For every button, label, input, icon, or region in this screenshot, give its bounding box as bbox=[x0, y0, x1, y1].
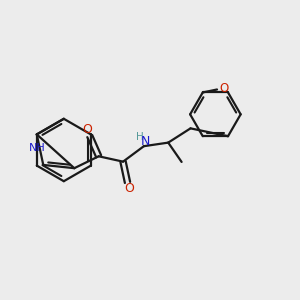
Text: H: H bbox=[136, 132, 144, 142]
Text: O: O bbox=[82, 123, 92, 136]
Text: O: O bbox=[124, 182, 134, 196]
Text: N: N bbox=[140, 135, 150, 148]
Text: O: O bbox=[219, 82, 229, 95]
Text: NH: NH bbox=[28, 143, 45, 153]
